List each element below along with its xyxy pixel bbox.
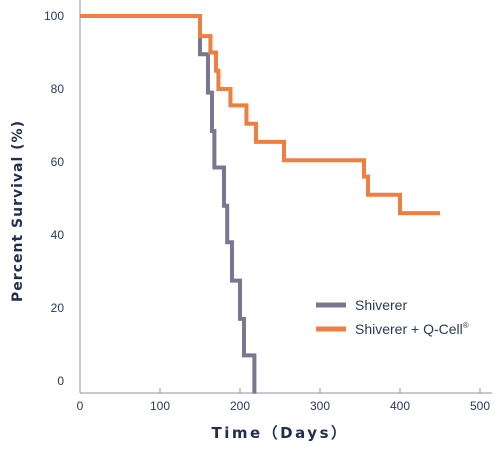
x-tick-label: 0: [77, 399, 84, 413]
y-tick-label: 60: [51, 155, 65, 169]
x-tick-label: 400: [390, 399, 410, 413]
x-tick-label: 200: [230, 399, 250, 413]
x-axis-title: Time（Days）: [212, 424, 349, 442]
y-axis-title: Percent Survival (%): [10, 120, 26, 302]
series-lines: [80, 14, 440, 394]
x-ticks: 0 100 200 300 400 500: [77, 388, 490, 413]
y-ticks: 0 20 40 60 80 100: [44, 9, 64, 388]
legend-label-qcell-name: Shiverer + Q-Cell: [355, 321, 463, 337]
x-tick-label: 500: [470, 399, 490, 413]
axes: [79, 0, 492, 394]
y-tick-label: 80: [51, 82, 65, 96]
y-tick-label: 100: [44, 9, 64, 23]
registered-mark: ®: [463, 321, 469, 330]
y-tick-label: 0: [57, 374, 64, 388]
legend-label-shiverer: Shiverer: [355, 297, 407, 313]
legend: Shiverer Shiverer + Q-Cell®: [316, 297, 469, 337]
y-tick-label: 40: [51, 228, 65, 242]
series-line-shiverer: [80, 14, 257, 394]
y-tick-label: 20: [51, 301, 65, 315]
x-tick-label: 100: [150, 399, 170, 413]
series-line-shiverer-qcell: [80, 14, 440, 216]
x-tick-label: 300: [310, 399, 330, 413]
legend-label-qcell: Shiverer + Q-Cell®: [355, 321, 469, 337]
